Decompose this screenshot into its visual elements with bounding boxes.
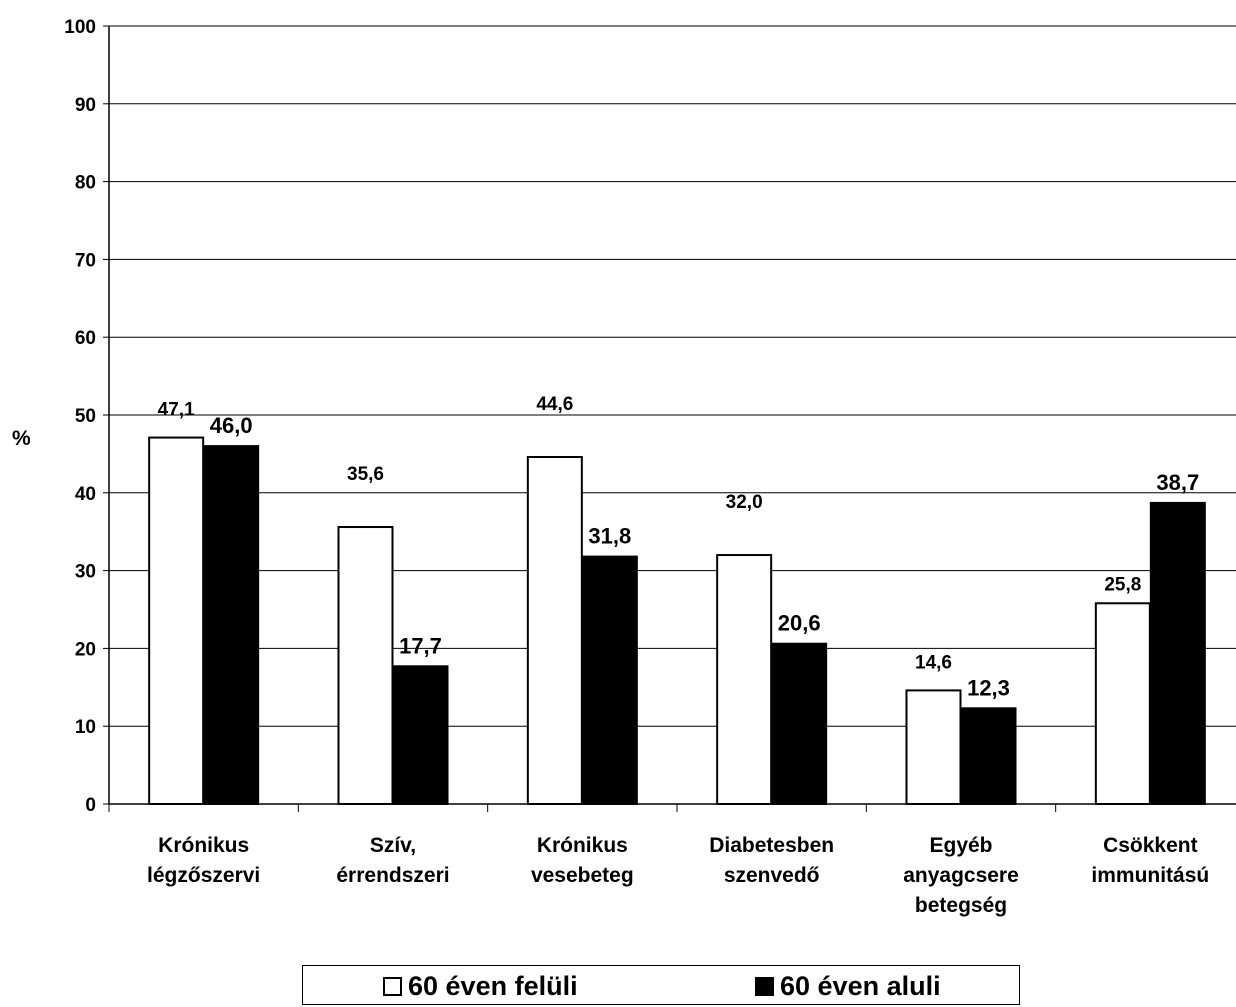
y-tick-label: 50 [75,406,96,427]
data-label-under-60: 38,7 [1156,470,1199,495]
bar-over-60 [1094,602,1151,805]
category-label: betegség [915,894,1007,917]
data-label-under-60: 46,0 [210,413,253,438]
y-tick-label: 40 [75,484,96,505]
legend-swatch-over-60 [383,976,402,996]
y-tick-label: 10 [75,717,96,738]
bar-under-60 [203,445,260,805]
legend-label-under-60: 60 éven aluli [780,970,941,1001]
data-label-over-60: 47,1 [158,400,195,421]
y-tick-label: 20 [75,639,96,660]
data-label-over-60: 25,8 [1104,574,1141,595]
data-label-over-60: 35,6 [347,464,384,485]
bar-chart: 0 10 20 30 40 50 60 70 80 90 100 47,1 46,0 Krónikus lé… [64,17,1236,917]
category-label: Csökkent [1103,834,1198,857]
bar-over-60 [526,456,583,805]
y-tick-label: 60 [75,328,96,349]
legend-label-over-60: 60 éven felüli [408,970,578,1001]
y-tick-label: 30 [75,562,96,583]
category-label: immunitású [1091,864,1209,887]
bar-over-60 [337,526,394,805]
y-axis-label: % [12,427,31,450]
category-label: Egyéb [929,834,992,857]
y-tick-label: 100 [64,17,96,38]
data-label-under-60: 17,7 [399,633,442,658]
category-label: szenvedő [724,864,820,887]
category-label: vesebeteg [531,864,634,887]
category-label: Krónikus [537,834,628,857]
category-label: légzőszervi [147,864,260,887]
y-tick-label: 90 [75,95,96,116]
legend-item-under-60: 60 éven aluli [755,971,941,1001]
y-tick-label: 0 [85,795,96,816]
bar-under-60 [392,665,449,805]
bar-under-60 [960,707,1017,806]
bar-under-60 [1149,501,1206,805]
bar-over-60 [905,689,962,805]
data-label-under-60: 20,6 [778,611,821,636]
legend-item-over-60: 60 éven felüli [383,971,578,1001]
legend-swatch-under-60 [755,976,774,996]
data-label-over-60: 14,6 [915,652,952,673]
y-tick-label: 70 [75,250,96,271]
legend: 60 éven felüli 60 éven aluli [302,965,1020,1005]
bar-under-60 [771,642,828,805]
data-label-under-60: 12,3 [967,675,1010,700]
category-label: Diabetesben [709,834,834,857]
data-label-over-60: 44,6 [536,394,573,415]
data-label-under-60: 31,8 [588,524,631,549]
category-label: Krónikus [158,834,249,857]
y-tick-label: 80 [75,173,96,194]
bar-over-60 [716,554,773,805]
category-label: anyagcsere [903,864,1019,887]
category-label: érrendszeri [336,864,449,887]
category-label: Szív, [370,834,416,857]
bar-under-60 [581,555,638,806]
bar-over-60 [148,436,205,805]
data-label-over-60: 32,0 [726,492,763,513]
